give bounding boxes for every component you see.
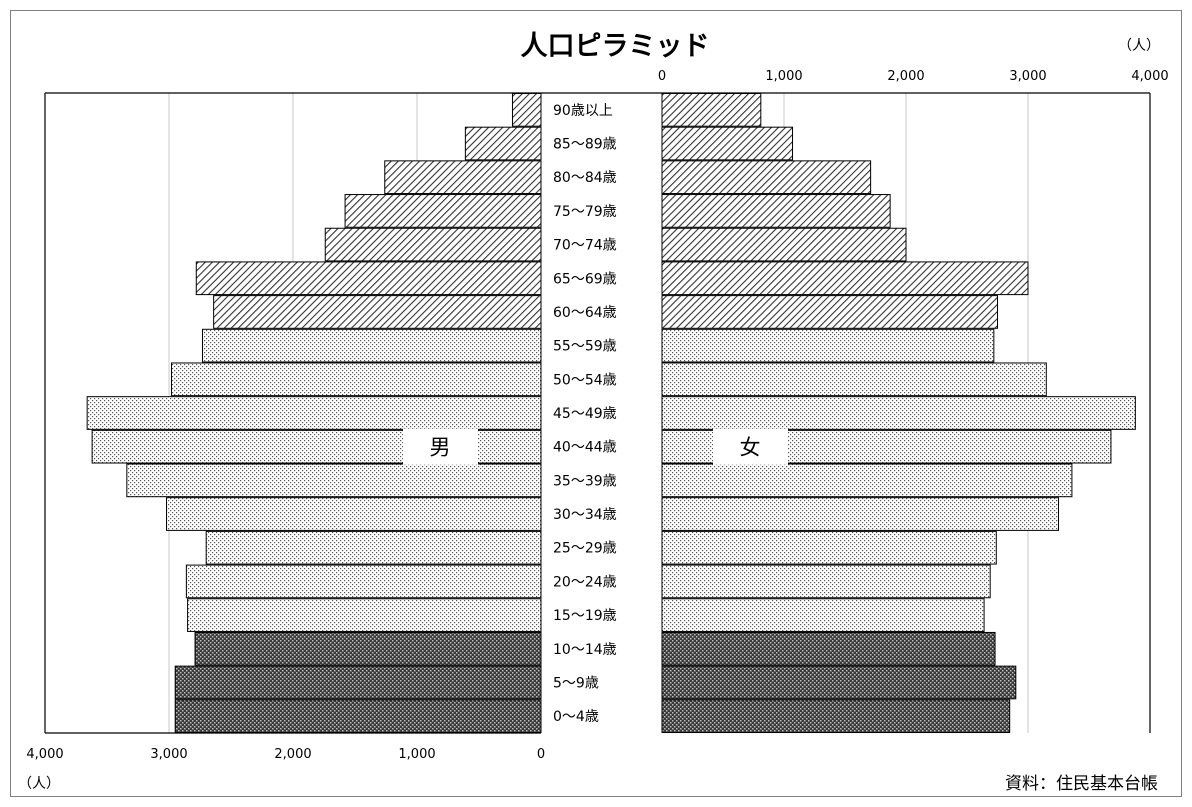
age-label: 55～59歳 [553, 339, 617, 355]
female-bar [661, 93, 762, 127]
male-bar [174, 665, 542, 700]
male-bar [174, 699, 542, 734]
male-label: 男 [430, 436, 451, 460]
female-label-box [713, 428, 788, 465]
female-bar [661, 598, 985, 632]
female-bar [661, 665, 1017, 700]
male-bar [170, 362, 542, 397]
male-bar [324, 227, 542, 262]
male-bar [185, 564, 542, 599]
male-bar [213, 295, 542, 329]
male-bar [194, 631, 542, 666]
male-tick-label: 3,000 [150, 747, 187, 762]
male-bar [205, 530, 542, 565]
age-label: 70～74歳 [553, 238, 617, 254]
age-label: 60～64歳 [553, 305, 617, 321]
male-bar [344, 194, 542, 228]
male-bar [195, 261, 542, 296]
age-label: 5～9歳 [553, 675, 599, 691]
chart-title: 人口ピラミッド [521, 31, 710, 62]
male-bar [464, 126, 542, 161]
female-label: 女 [740, 436, 761, 460]
female-bar [661, 328, 995, 363]
female-bar [661, 194, 891, 228]
female-bar [661, 497, 1059, 531]
source-note: 資料：住民基本台帳 [1005, 774, 1158, 794]
unit-label-bottom: （人） [18, 776, 60, 792]
age-label: 50～54歳 [553, 372, 617, 388]
male-bar [126, 463, 542, 498]
female-bar [661, 362, 1047, 397]
female-bar [661, 396, 1136, 430]
male-bar [166, 497, 542, 531]
female-bar [661, 530, 997, 565]
female-bar [661, 261, 1029, 296]
age-label: 0～4歳 [553, 709, 599, 725]
male-bar [201, 328, 542, 363]
female-bar [661, 463, 1073, 498]
unit-label-top: （人） [1118, 38, 1160, 54]
female-bar [661, 295, 998, 329]
age-label: 35～39歳 [553, 473, 617, 489]
female-bar [661, 631, 996, 666]
female-bar [661, 160, 872, 195]
female-tick-label: 4,000 [1131, 69, 1168, 84]
male-tick-label: 4,000 [26, 747, 63, 762]
female-tick-label: 1,000 [765, 69, 802, 84]
age-label: 25～29歳 [553, 541, 617, 557]
age-label: 45～49歳 [553, 406, 617, 422]
age-label: 30～34歳 [553, 507, 617, 523]
age-label: 65～69歳 [553, 271, 617, 287]
male-bar [384, 160, 542, 195]
male-bar [511, 93, 542, 127]
age-label: 10～14歳 [553, 642, 617, 658]
male-tick-label: 0 [537, 747, 545, 762]
age-label: 20～24歳 [553, 574, 617, 590]
age-label: 75～79歳 [553, 204, 617, 220]
male-bar [187, 598, 542, 632]
female-tick-label: 3,000 [1009, 69, 1046, 84]
age-label: 40～44歳 [553, 440, 617, 456]
female-bar [661, 564, 991, 599]
male-tick-label: 2,000 [274, 747, 311, 762]
male-label-box [403, 428, 478, 465]
female-bar [661, 227, 907, 262]
female-tick-label: 2,000 [887, 69, 924, 84]
chart-frame [10, 10, 1182, 797]
age-label: 90歳以上 [553, 103, 613, 119]
male-bar [86, 396, 542, 430]
female-bar [661, 699, 1011, 734]
male-tick-label: 1,000 [398, 747, 435, 762]
age-label: 85～89歳 [553, 137, 617, 153]
age-label: 15～19歳 [553, 608, 617, 624]
female-tick-label: 0 [658, 69, 666, 84]
female-bar [661, 126, 794, 161]
age-label: 80～84歳 [553, 170, 617, 186]
